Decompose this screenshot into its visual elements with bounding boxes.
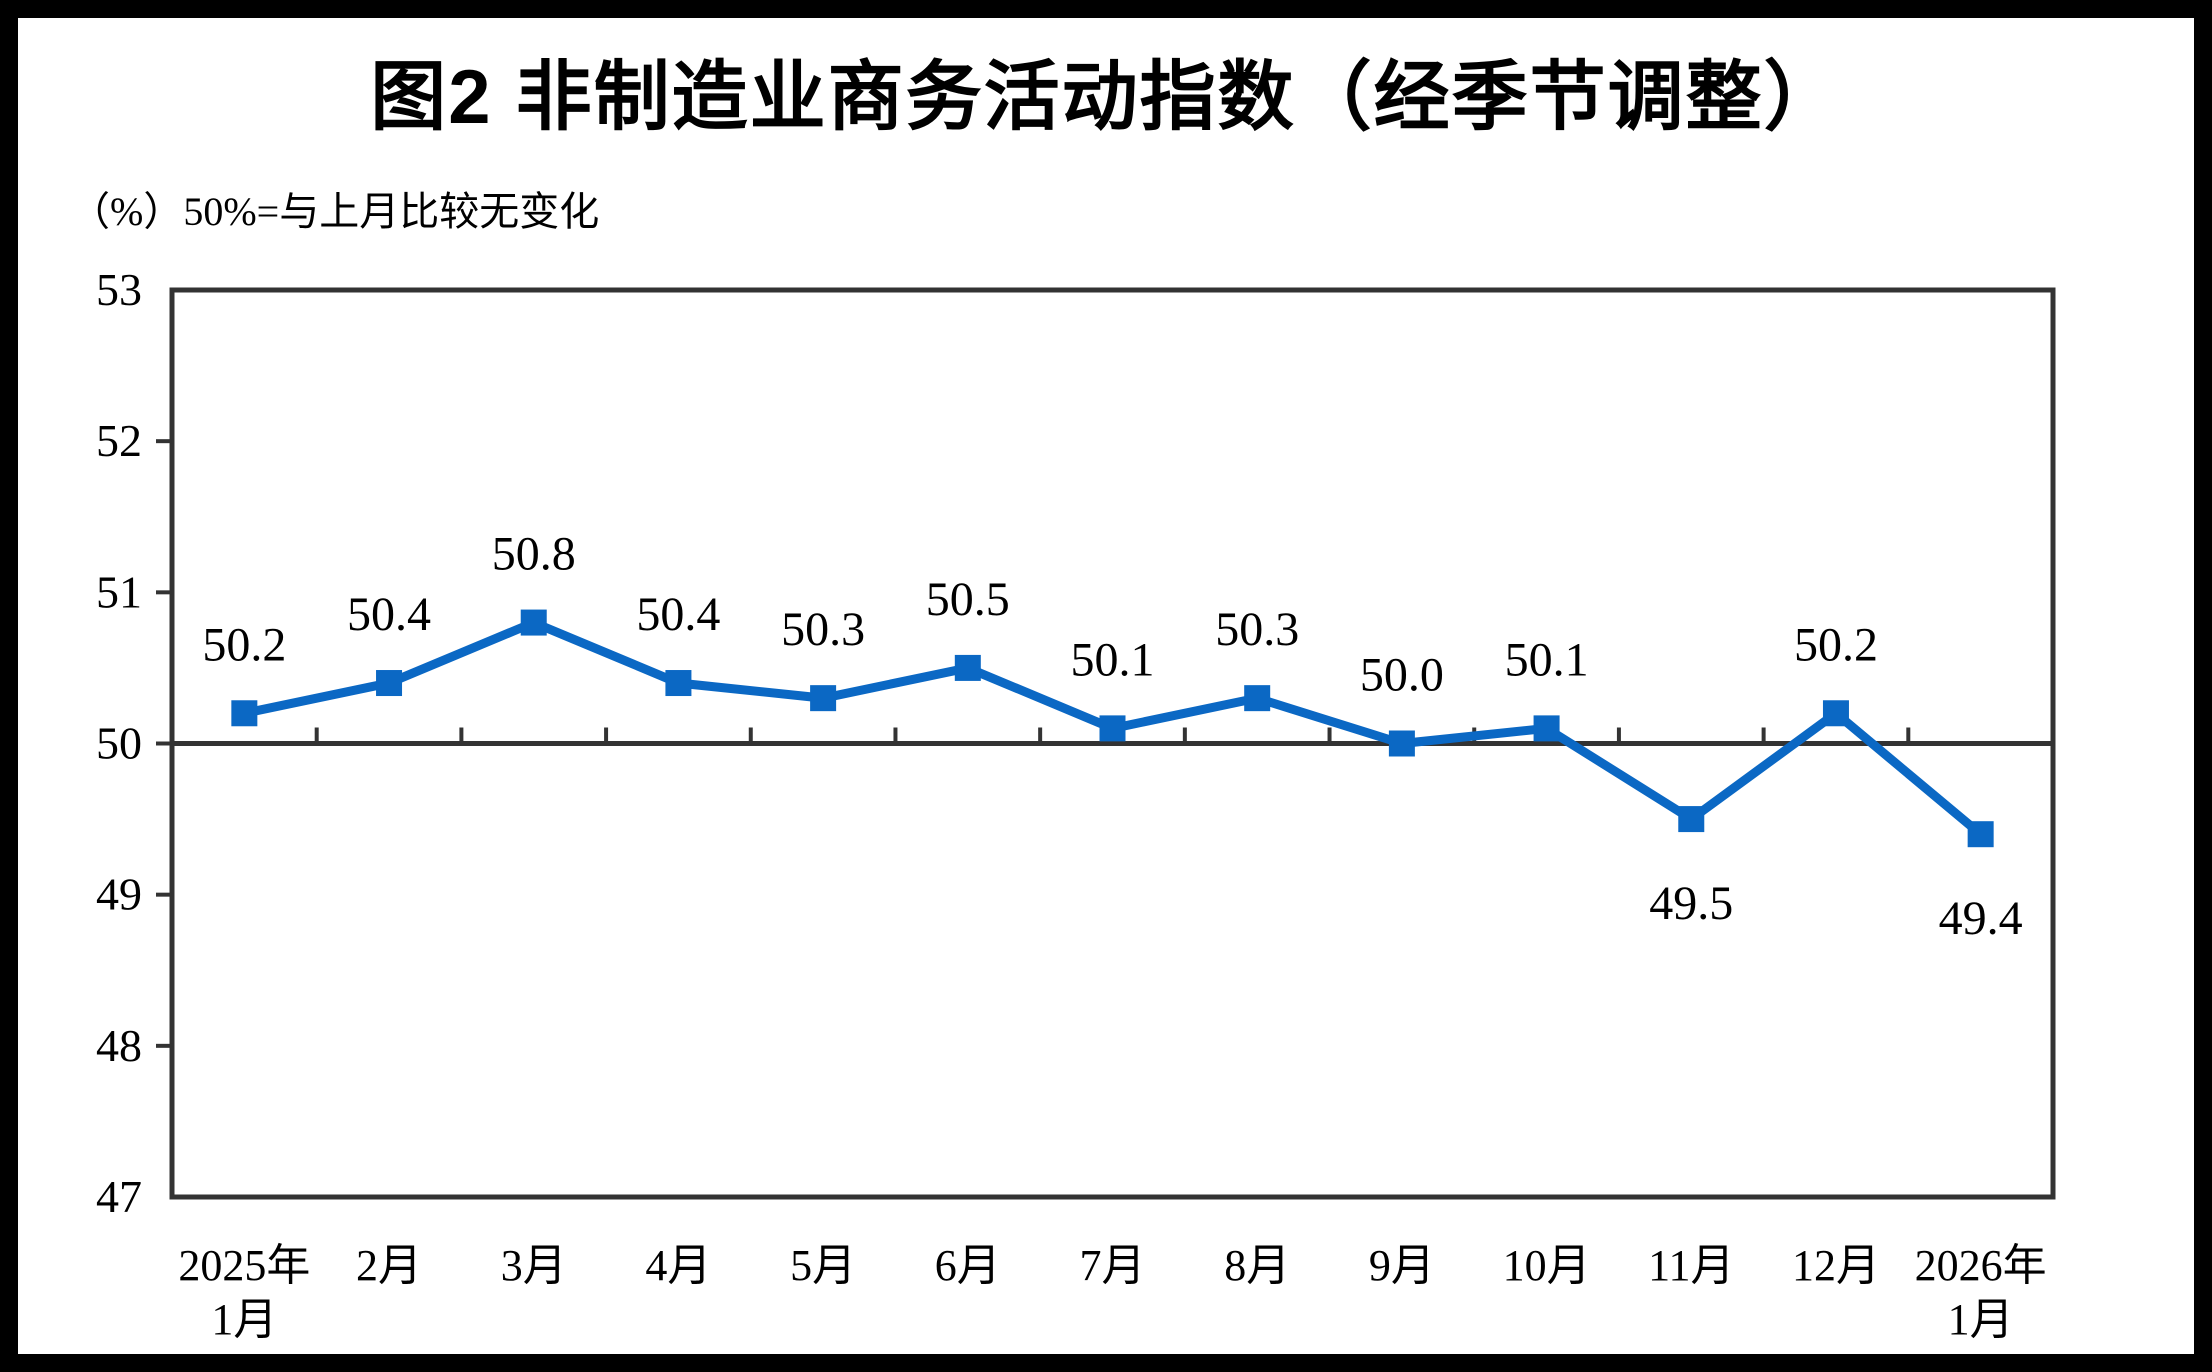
x-axis-label: 12月: [1792, 1241, 1880, 1290]
data-label: 49.5: [1649, 877, 1733, 930]
data-point-marker: [1099, 715, 1126, 742]
data-label: 50.3: [1215, 603, 1299, 656]
data-point-marker: [954, 654, 981, 681]
data-point-marker: [1533, 715, 1560, 742]
data-point-marker: [1388, 730, 1415, 757]
x-axis-label: 5月: [790, 1241, 856, 1290]
chart-title: 图2 非制造业商务活动指数（经季节调整）: [370, 55, 1842, 140]
y-axis-label: 52: [96, 415, 142, 466]
x-axis-label: 9月: [1369, 1241, 1435, 1290]
x-axis-label: 7月: [1080, 1241, 1146, 1290]
x-axis-label: 11月: [1648, 1241, 1734, 1290]
data-label: 50.4: [347, 588, 431, 641]
x-axis-label-line2: 1月: [211, 1295, 277, 1344]
data-label: 50.3: [781, 603, 865, 656]
x-axis-label: 4月: [645, 1241, 711, 1290]
data-point-marker: [376, 670, 403, 697]
y-axis-label: 50: [96, 718, 142, 769]
data-label: 50.5: [926, 573, 1010, 626]
y-axis-unit-note: （%）50%=与上月比较无变化: [70, 189, 600, 234]
data-point-marker: [231, 700, 258, 727]
data-label: 50.0: [1360, 649, 1444, 702]
x-axis-label: 3月: [501, 1241, 567, 1290]
y-axis-label: 47: [96, 1171, 142, 1222]
data-point-marker: [1678, 806, 1705, 833]
x-axis-label-line2: 1月: [1948, 1295, 2014, 1344]
y-axis-label: 48: [96, 1020, 142, 1071]
y-axis-label: 49: [96, 869, 142, 920]
data-point-marker: [1822, 700, 1849, 727]
data-label: 50.8: [492, 528, 576, 581]
data-label: 50.2: [1794, 618, 1878, 671]
data-point-marker: [520, 609, 547, 636]
data-label: 50.1: [1071, 633, 1155, 686]
x-axis-label: 8月: [1224, 1241, 1290, 1290]
data-label: 50.1: [1505, 633, 1589, 686]
x-axis-label: 6月: [935, 1241, 1001, 1290]
x-axis-label: 2026年: [1915, 1241, 2047, 1290]
x-axis-label: 2月: [356, 1241, 422, 1290]
y-axis-label: 51: [96, 566, 142, 617]
data-point-marker: [665, 670, 692, 697]
data-label: 49.4: [1939, 892, 2023, 945]
data-point-marker: [1967, 821, 1994, 848]
data-label: 50.2: [202, 618, 286, 671]
x-axis-label: 2025年: [178, 1241, 310, 1290]
data-label: 50.4: [636, 588, 720, 641]
data-point-marker: [810, 685, 837, 712]
y-axis-label: 53: [96, 264, 142, 315]
x-axis-label: 10月: [1503, 1241, 1591, 1290]
data-point-marker: [1244, 685, 1271, 712]
